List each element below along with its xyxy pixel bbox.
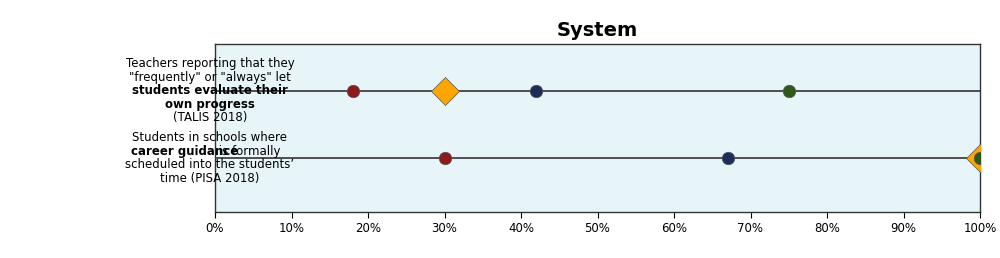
Text: "frequently" or "always" let: "frequently" or "always" let xyxy=(129,71,291,84)
Text: students evaluate their: students evaluate their xyxy=(132,84,288,97)
Text: Teachers reporting that they: Teachers reporting that they xyxy=(126,58,294,70)
Text: career guidance is formally: career guidance is formally xyxy=(129,145,291,158)
Text: career guidance: career guidance xyxy=(131,145,239,158)
Text: Students in schools where: Students in schools where xyxy=(132,131,288,144)
Text: time (PISA 2018): time (PISA 2018) xyxy=(160,172,260,184)
Title: System: System xyxy=(557,21,638,39)
Text: scheduled into the students’: scheduled into the students’ xyxy=(125,158,295,171)
Text: (TALIS 2018): (TALIS 2018) xyxy=(173,111,247,124)
Text: is formally: is formally xyxy=(215,145,281,158)
Text: own progress: own progress xyxy=(165,98,255,111)
